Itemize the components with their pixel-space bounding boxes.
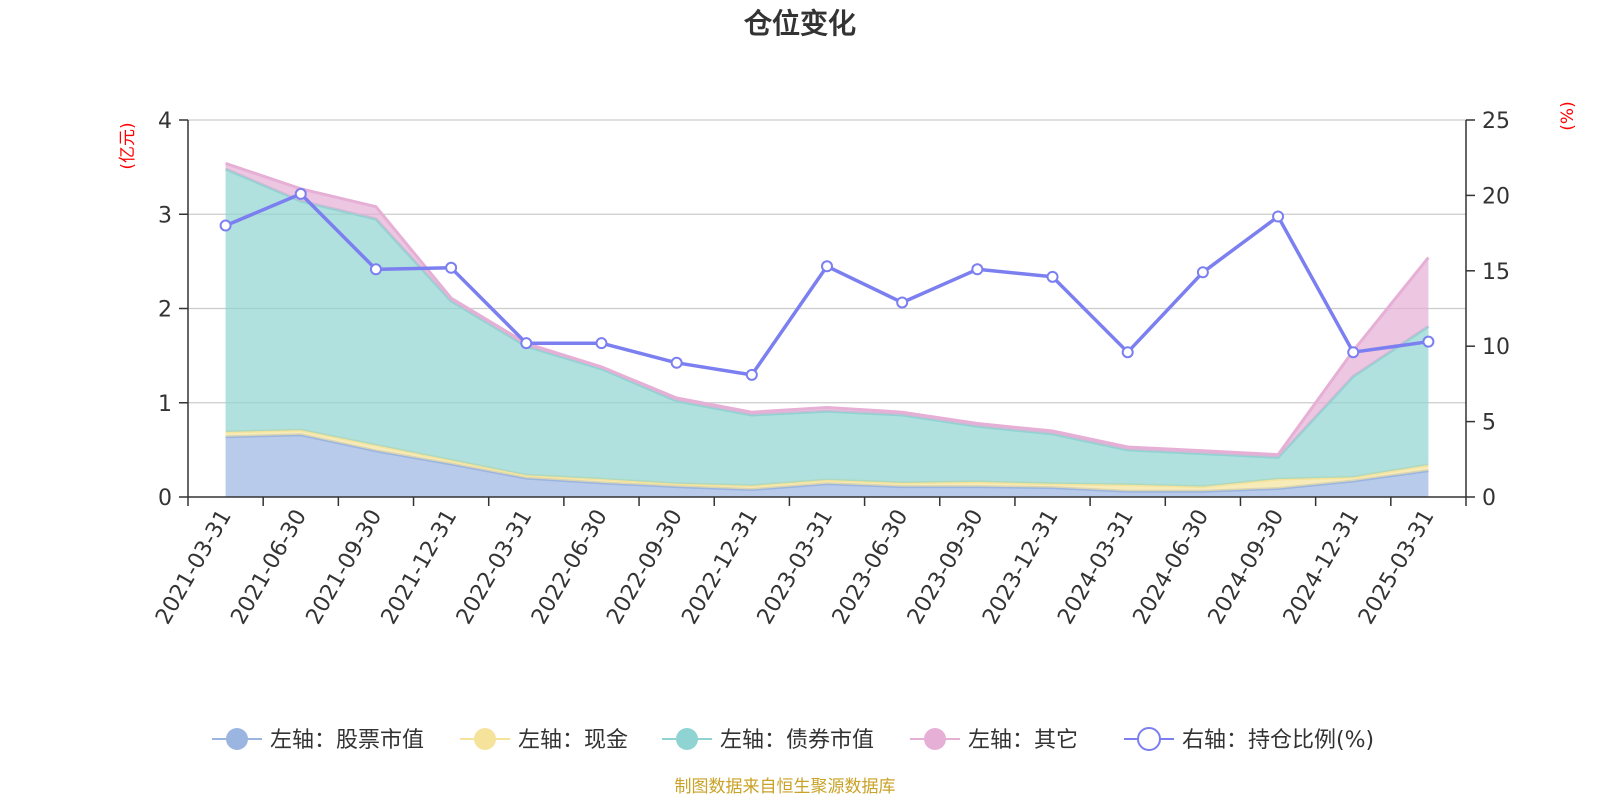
legend-marker <box>1137 727 1161 751</box>
x-tick-label: 2024-12-31 <box>1279 506 1365 629</box>
legend-marker <box>474 728 496 750</box>
ratio-point <box>595 337 608 350</box>
left-tick-label: 0 <box>158 486 172 511</box>
ratio-point <box>971 263 984 276</box>
legend-label: 左轴：债券市值 <box>720 728 874 753</box>
ratio-point <box>1121 346 1134 359</box>
x-tick-label: 2022-06-30 <box>527 506 613 629</box>
ratio-point <box>670 356 683 369</box>
x-tick-label: 2021-03-31 <box>151 506 237 629</box>
ratio-point <box>294 187 307 200</box>
right-tick-label: 20 <box>1482 184 1510 209</box>
legend-item[interactable]: 左轴：股票市值 <box>212 728 424 753</box>
stacked-areas <box>225 161 1430 497</box>
data-source-note: 制图数据来自恒生聚源数据库 <box>675 777 896 797</box>
ratio-point <box>896 296 909 309</box>
legend-label: 右轴：持仓比例(%) <box>1182 728 1374 753</box>
x-tick-label: 2021-06-30 <box>226 506 312 629</box>
x-tick-label: 2021-09-30 <box>302 506 388 629</box>
legend-item[interactable]: 左轴：现金 <box>460 728 628 753</box>
ratio-point <box>1422 335 1435 348</box>
ratio-point <box>745 368 758 381</box>
x-tick-label: 2021-12-31 <box>377 506 463 629</box>
x-tick-label: 2022-03-31 <box>452 506 538 629</box>
legend-label: 左轴：股票市值 <box>270 728 424 753</box>
legend: 左轴：股票市值 左轴：现金 左轴：债券市值 左轴：其它 右轴：持仓比例(%) <box>212 727 1374 753</box>
legend-item[interactable]: 左轴：债券市值 <box>662 728 874 753</box>
ratio-point <box>1272 210 1285 223</box>
right-tick-label: 15 <box>1482 260 1510 285</box>
x-tick-label: 2023-09-30 <box>903 506 989 629</box>
holding-ratio-line <box>219 187 1435 381</box>
right-tick-label: 25 <box>1482 109 1510 134</box>
ratio-point <box>821 260 833 273</box>
x-tick-label: 2023-03-31 <box>753 506 839 629</box>
x-tick-label: 2025-03-31 <box>1354 506 1440 629</box>
left-axis-unit: (亿元) <box>118 122 138 169</box>
x-tick-label: 2024-06-30 <box>1128 506 1214 629</box>
right-tick-label: 10 <box>1482 335 1510 360</box>
ratio-point <box>219 219 232 232</box>
left-tick-label: 3 <box>158 203 172 228</box>
ratio-point <box>520 337 533 350</box>
legend-item[interactable]: 左轴：其它 <box>910 728 1078 753</box>
legend-label: 左轴：其它 <box>968 728 1078 753</box>
left-tick-label: 1 <box>158 392 172 417</box>
ratio-point <box>369 263 382 276</box>
area-左轴：债券市值 <box>225 169 1429 487</box>
right-axis-unit: (%) <box>1558 101 1578 130</box>
legend-label: 左轴：现金 <box>518 728 628 753</box>
ratio-point <box>1046 270 1059 283</box>
area-左轴：股票市值 <box>225 434 1429 497</box>
right-tick-label: 0 <box>1482 486 1496 511</box>
x-tick-label: 2022-09-30 <box>602 506 688 629</box>
ratio-point <box>445 261 458 274</box>
left-tick-label: 2 <box>158 298 172 323</box>
ratio-point <box>1347 346 1360 359</box>
right-tick-label: 5 <box>1482 411 1496 436</box>
x-tick-label: 2022-12-31 <box>677 506 763 629</box>
legend-marker <box>226 728 248 750</box>
legend-marker <box>676 728 698 750</box>
x-tick-label: 2023-06-30 <box>828 506 914 629</box>
x-tick-label: 2024-09-30 <box>1204 506 1290 629</box>
left-tick-label: 4 <box>158 109 172 134</box>
x-tick-label: 2024-03-31 <box>1053 506 1139 629</box>
chart-title: 仓位变化 <box>744 7 856 40</box>
x-tick-label: 2023-12-31 <box>978 506 1064 629</box>
legend-item[interactable]: 右轴：持仓比例(%) <box>1124 727 1374 753</box>
ratio-point <box>1196 266 1209 279</box>
legend-marker <box>924 728 946 750</box>
